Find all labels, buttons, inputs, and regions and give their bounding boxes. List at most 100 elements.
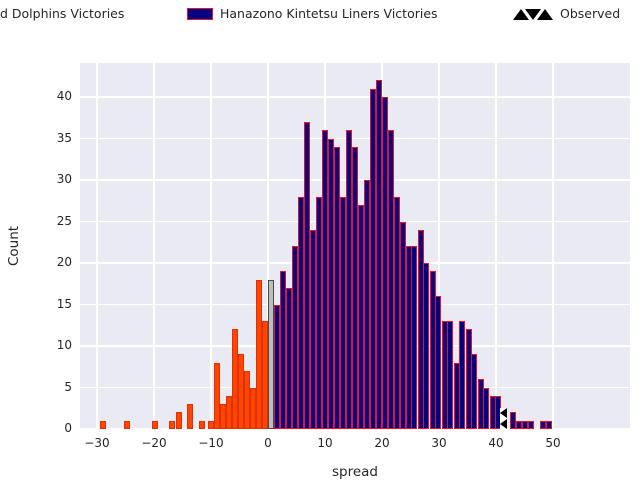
histogram-bar — [522, 420, 529, 429]
legend-entry-dolphins: d Dolphins Victories — [0, 6, 124, 21]
observed-triangles-icon — [513, 8, 553, 20]
histogram-bar — [255, 279, 262, 429]
y-tick-label: 25 — [56, 213, 72, 228]
gridline-vertical — [552, 63, 554, 429]
gridline-vertical — [495, 63, 497, 429]
histogram-bar — [441, 321, 448, 429]
x-tick-label: 30 — [431, 436, 447, 450]
gridline-vertical — [153, 63, 155, 429]
legend-label-dolphins: d Dolphins Victories — [0, 6, 125, 21]
histogram-bar — [471, 354, 478, 429]
legend-entry-observed: Observed — [513, 6, 620, 21]
triangle-up-icon — [537, 8, 553, 20]
legend-label-liners: Hanazono Kintetsu Liners Victories — [220, 6, 438, 21]
legend-entry-liners: Hanazono Kintetsu Liners Victories — [187, 6, 438, 21]
gridline-horizontal — [80, 137, 630, 140]
histogram-bar — [274, 304, 281, 429]
histogram-bar — [387, 130, 394, 429]
observed-triangle-icon — [500, 419, 508, 429]
histogram-bar — [417, 229, 424, 429]
histogram-bar — [327, 138, 334, 429]
histogram-bar — [100, 420, 107, 429]
histogram-bar — [546, 420, 552, 429]
histogram-bar — [238, 354, 245, 429]
histogram-bar — [375, 80, 382, 429]
y-tick-label: 0 — [64, 421, 72, 435]
histogram-bar — [226, 395, 233, 429]
histogram-bar — [465, 329, 472, 429]
y-tick-label: 10 — [56, 338, 72, 352]
x-tick-label: 0 — [264, 436, 272, 450]
x-tick-label: 40 — [488, 436, 504, 450]
histogram-bar — [250, 387, 257, 429]
histogram-bar — [315, 196, 322, 429]
histogram-bar — [198, 420, 205, 429]
histogram-bar — [363, 180, 370, 429]
liners-color-swatch — [187, 7, 213, 20]
histogram-bar — [262, 321, 269, 429]
plot-area — [80, 63, 630, 430]
histogram-bar — [151, 420, 158, 429]
y-tick-label: 5 — [64, 379, 72, 394]
histogram-bar — [447, 321, 454, 429]
histogram-bar — [286, 287, 293, 429]
histogram-bar — [322, 130, 328, 429]
histogram-bar — [516, 420, 523, 429]
x-axis-label: spread — [331, 464, 379, 480]
histogram-bar — [405, 246, 412, 429]
histogram-bar — [393, 196, 400, 429]
histogram-bar — [435, 296, 442, 429]
triangle-up-icon — [513, 8, 529, 20]
histogram-bar — [429, 271, 436, 429]
gridline-vertical — [438, 63, 440, 429]
histogram-bar — [243, 370, 250, 429]
histogram-bar — [459, 321, 466, 429]
histogram-bar — [187, 404, 194, 429]
histogram-bar — [345, 130, 352, 429]
observed-triangle-icon — [500, 408, 508, 419]
x-tick-label: −30 — [84, 436, 110, 450]
histogram-bar — [489, 395, 496, 429]
x-tick-label: 50 — [545, 436, 561, 450]
histogram-bar — [279, 271, 286, 429]
histogram-bar — [369, 88, 376, 429]
histogram-bar — [339, 196, 346, 429]
x-tick-label: −10 — [198, 436, 224, 450]
histogram-bar — [303, 121, 310, 429]
histogram-bar — [453, 362, 460, 429]
histogram-bar — [540, 420, 547, 429]
y-tick-label: 30 — [56, 172, 72, 187]
gridline-vertical — [96, 63, 98, 429]
histogram-bar — [208, 420, 214, 429]
gridline-vertical — [210, 63, 212, 429]
histogram-bar — [214, 362, 221, 429]
observed-value-marker — [500, 408, 508, 429]
histogram-bar — [357, 204, 364, 429]
histogram-bar-tie — [267, 279, 274, 429]
y-tick-label: 20 — [56, 255, 72, 269]
legend: d Dolphins Victories Hanazono Kintetsu L… — [0, 0, 640, 26]
gridline-horizontal — [80, 96, 630, 98]
x-tick-label: −20 — [141, 436, 167, 450]
histogram-bar — [411, 246, 418, 429]
histogram-bar — [423, 263, 430, 429]
histogram-bar — [291, 246, 298, 429]
y-tick-label: 15 — [56, 296, 72, 311]
histogram-bar — [477, 379, 484, 429]
histogram-bar — [399, 221, 406, 429]
histogram-bar — [124, 420, 131, 429]
y-axis-label: Count — [6, 225, 22, 267]
y-tick-label: 35 — [56, 130, 72, 145]
histogram-bar — [483, 387, 490, 429]
triangle-down-icon — [525, 8, 541, 20]
x-tick-label: 20 — [374, 436, 390, 450]
legend-label-observed: Observed — [560, 6, 621, 21]
histogram-bar — [510, 412, 517, 429]
histogram-bar — [169, 420, 176, 429]
histogram-bar — [231, 329, 238, 429]
histogram-bar — [310, 229, 317, 429]
histogram-bar — [175, 412, 182, 429]
histogram-bar — [528, 420, 535, 429]
histogram-bar — [298, 196, 305, 429]
